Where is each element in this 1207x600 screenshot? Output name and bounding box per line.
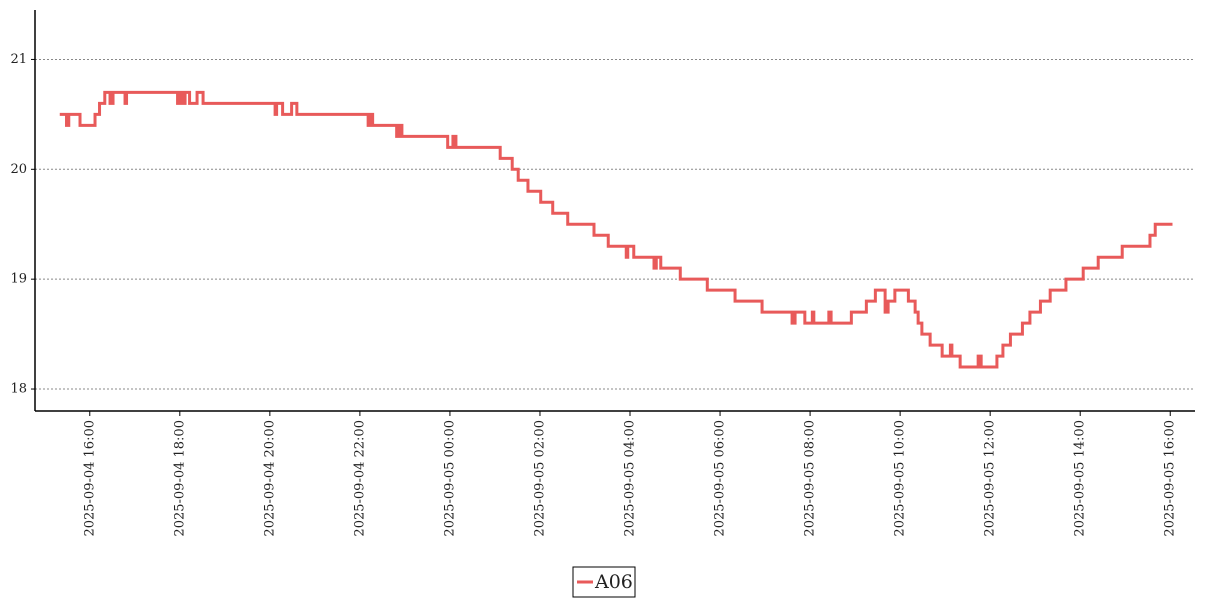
- x-tick-label: 2025-09-05 06:00: [713, 420, 728, 537]
- x-tick-label: 2025-09-05 14:00: [1073, 420, 1088, 537]
- x-tick-label: 2025-09-05 10:00: [893, 420, 908, 537]
- y-tick-label: 18: [10, 382, 27, 397]
- x-tick-label: 2025-09-05 04:00: [623, 420, 638, 537]
- x-tick-label: 2025-09-05 08:00: [803, 420, 818, 537]
- x-tick-label: 2025-09-05 00:00: [442, 420, 457, 537]
- x-tick-label: 2025-09-04 18:00: [172, 420, 187, 537]
- legend-box: [572, 566, 636, 598]
- y-tick-label: 21: [10, 52, 27, 67]
- x-tick-label: 2025-09-05 12:00: [983, 420, 998, 537]
- y-tick-label: 19: [10, 272, 27, 287]
- x-tick-label: 2025-09-05 02:00: [532, 420, 547, 537]
- data-line: [59, 90, 1173, 369]
- x-tick-label: 2025-09-04 16:00: [82, 420, 97, 537]
- legend-label: A06: [594, 571, 633, 593]
- x-tick-label: 2025-09-05 16:00: [1163, 420, 1178, 537]
- x-tick-label: 2025-09-04 20:00: [262, 420, 277, 537]
- x-tick-label: 2025-09-04 22:00: [352, 420, 367, 537]
- y-tick-label: 20: [10, 162, 27, 177]
- legend: A06: [572, 566, 636, 598]
